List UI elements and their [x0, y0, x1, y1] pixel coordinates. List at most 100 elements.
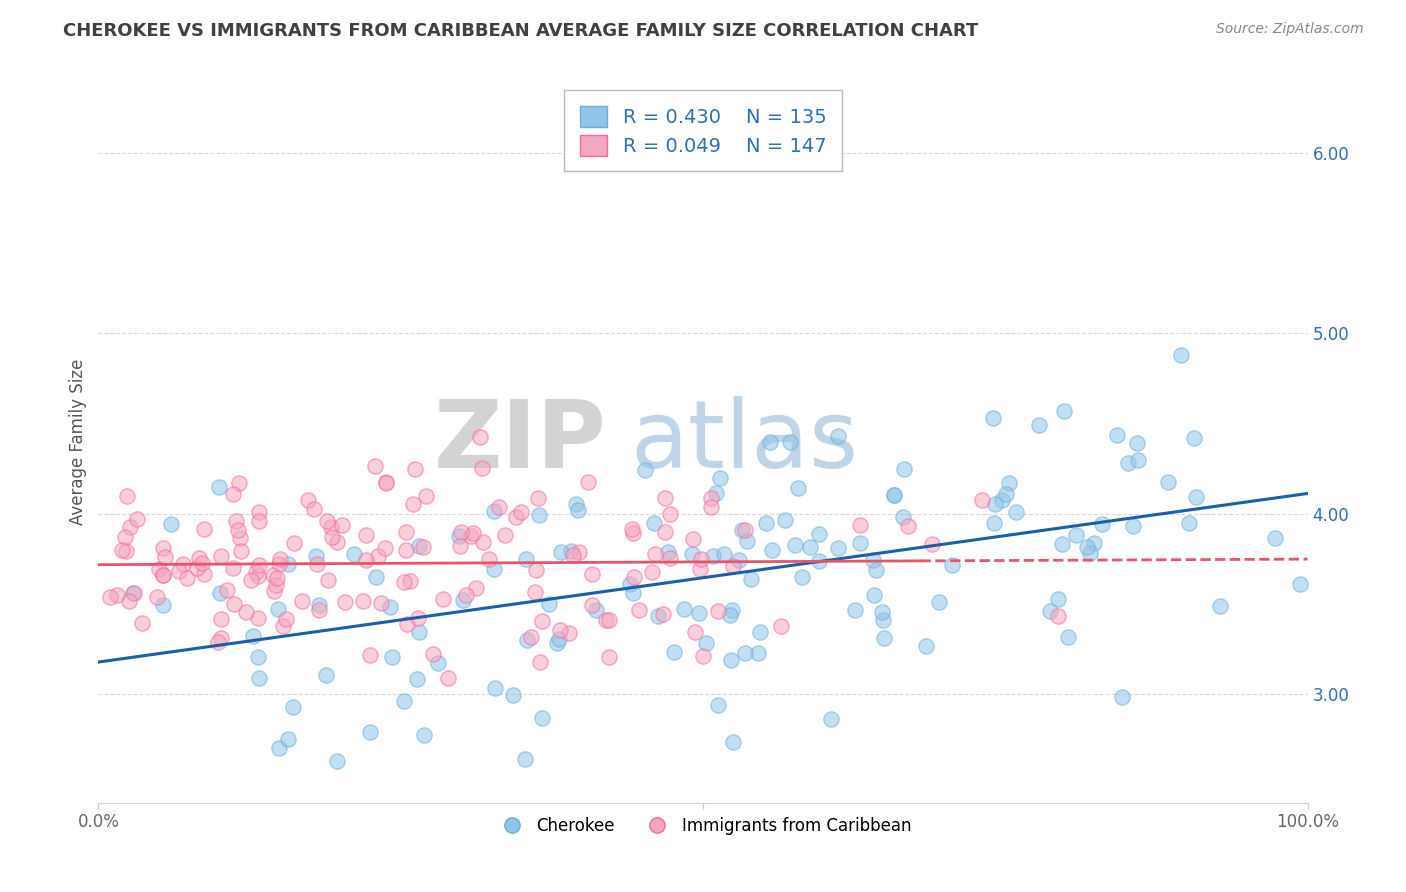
Point: [530, 711, 553, 725]
Point: [983, 516, 1005, 531]
Point: [127, 512, 149, 526]
Point: [692, 649, 714, 664]
Point: [356, 552, 378, 566]
Point: [662, 645, 685, 659]
Point: [283, 535, 305, 549]
Point: [1209, 599, 1232, 614]
Point: [484, 562, 506, 576]
Point: [115, 489, 138, 503]
Point: [921, 537, 943, 551]
Point: [634, 463, 657, 477]
Point: [308, 599, 330, 613]
Point: [865, 563, 887, 577]
Point: [392, 574, 415, 589]
Y-axis label: Average Family Size: Average Family Size: [69, 359, 87, 524]
Point: [713, 547, 735, 561]
Point: [450, 525, 472, 540]
Point: [567, 502, 589, 516]
Point: [761, 543, 783, 558]
Point: [291, 594, 314, 608]
Point: [779, 435, 801, 450]
Point: [245, 566, 267, 580]
Point: [209, 586, 232, 600]
Point: [408, 611, 430, 625]
Point: [1057, 630, 1080, 644]
Point: [720, 653, 742, 667]
Point: [1182, 431, 1205, 445]
Point: [538, 597, 561, 611]
Point: [849, 517, 872, 532]
Point: [267, 601, 290, 615]
Point: [689, 561, 711, 575]
Point: [654, 491, 676, 505]
Point: [247, 672, 270, 686]
Point: [217, 582, 239, 597]
Point: [208, 480, 231, 494]
Point: [321, 531, 343, 545]
Point: [437, 671, 460, 685]
Point: [740, 573, 762, 587]
Point: [883, 488, 905, 502]
Point: [1184, 490, 1206, 504]
Point: [758, 434, 780, 449]
Point: [695, 636, 717, 650]
Point: [333, 594, 356, 608]
Point: [883, 488, 905, 502]
Point: [114, 530, 136, 544]
Point: [623, 570, 645, 584]
Point: [792, 570, 814, 584]
Point: [402, 497, 425, 511]
Point: [1053, 404, 1076, 418]
Point: [249, 505, 271, 519]
Point: [718, 607, 741, 622]
Point: [548, 632, 571, 646]
Point: [269, 552, 291, 566]
Point: [682, 532, 704, 546]
Point: [395, 543, 418, 558]
Point: [222, 597, 245, 611]
Point: [404, 461, 426, 475]
Point: [359, 648, 381, 663]
Point: [1111, 690, 1133, 704]
Point: [449, 529, 471, 543]
Point: [422, 647, 444, 661]
Point: [267, 740, 290, 755]
Point: [105, 588, 128, 602]
Point: [152, 568, 174, 582]
Point: [471, 461, 494, 475]
Point: [862, 553, 884, 567]
Point: [702, 549, 724, 564]
Point: [305, 549, 328, 563]
Point: [585, 602, 607, 616]
Point: [488, 500, 510, 514]
Point: [891, 510, 914, 524]
Point: [773, 513, 796, 527]
Point: [246, 611, 269, 625]
Point: [277, 731, 299, 746]
Point: [721, 603, 744, 617]
Point: [124, 586, 146, 600]
Point: [172, 557, 194, 571]
Point: [564, 497, 586, 511]
Point: [302, 502, 325, 516]
Point: [375, 476, 398, 491]
Point: [519, 630, 541, 644]
Point: [366, 570, 388, 584]
Point: [699, 491, 721, 505]
Point: [374, 541, 396, 555]
Point: [367, 549, 389, 564]
Point: [1083, 536, 1105, 550]
Point: [581, 567, 603, 582]
Point: [330, 518, 353, 533]
Point: [131, 616, 153, 631]
Point: [844, 603, 866, 617]
Point: [581, 598, 603, 612]
Point: [352, 594, 374, 608]
Point: [167, 564, 190, 578]
Point: [1078, 546, 1101, 560]
Point: [1066, 527, 1088, 541]
Point: [191, 557, 214, 571]
Point: [209, 612, 232, 626]
Point: [727, 553, 749, 567]
Point: [315, 514, 337, 528]
